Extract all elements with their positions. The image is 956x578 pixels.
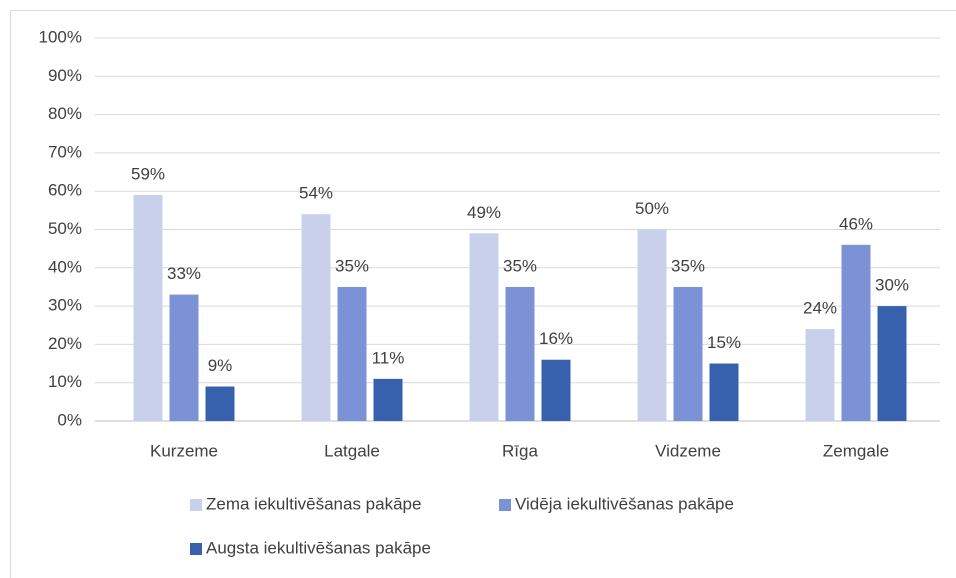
y-tick-label: 70% (48, 142, 82, 161)
data-label: 15% (707, 333, 741, 352)
bar (673, 286, 703, 421)
bar (637, 229, 667, 421)
bar (301, 214, 331, 421)
y-tick-label: 10% (48, 372, 82, 391)
legend-swatch (499, 499, 511, 511)
y-tick-label: 60% (48, 181, 82, 200)
data-label: 11% (372, 348, 405, 367)
data-label: 59% (131, 165, 165, 184)
legend-label: Vidēja iekultivēšanas pakāpe (515, 494, 734, 513)
bar (541, 359, 571, 421)
y-tick-label: 100% (39, 27, 82, 46)
x-tick-label: Kurzeme (150, 441, 218, 460)
x-tick-label: Zemgale (823, 441, 889, 460)
x-tick-label: Latgale (324, 441, 380, 460)
data-label: 24% (803, 299, 837, 318)
bar (505, 286, 535, 421)
data-label: 54% (299, 184, 333, 203)
legend-label: Zema iekultivēšanas pakāpe (206, 494, 421, 513)
data-label: 35% (335, 256, 369, 275)
data-label: 33% (167, 264, 201, 283)
bar (373, 378, 403, 421)
bar (841, 244, 871, 421)
bar (805, 329, 835, 421)
legend-label: Augsta iekultivēšanas pakāpe (206, 538, 431, 557)
data-label: 49% (467, 203, 501, 222)
bar (337, 286, 367, 421)
bar (133, 195, 163, 421)
legend-swatch (190, 499, 202, 511)
y-tick-label: 20% (48, 334, 82, 353)
legend-swatch (190, 543, 202, 555)
data-label: 35% (671, 256, 705, 275)
y-tick-label: 0% (57, 410, 82, 429)
y-tick-label: 90% (48, 66, 82, 85)
bar (877, 306, 907, 421)
y-tick-label: 40% (48, 257, 82, 276)
x-tick-label: Vidzeme (655, 441, 721, 460)
data-label: 9% (208, 356, 233, 375)
y-tick-label: 80% (48, 104, 82, 123)
data-label: 46% (839, 214, 873, 233)
bar (469, 233, 499, 421)
data-label: 35% (503, 256, 537, 275)
data-label: 16% (539, 329, 573, 348)
data-label: 50% (635, 199, 669, 218)
bar (205, 386, 235, 421)
bar (709, 363, 739, 421)
data-label: 30% (875, 276, 909, 295)
bar (169, 294, 199, 421)
y-tick-label: 30% (48, 296, 82, 315)
x-tick-label: Rīga (502, 441, 538, 460)
y-tick-label: 50% (48, 219, 82, 238)
